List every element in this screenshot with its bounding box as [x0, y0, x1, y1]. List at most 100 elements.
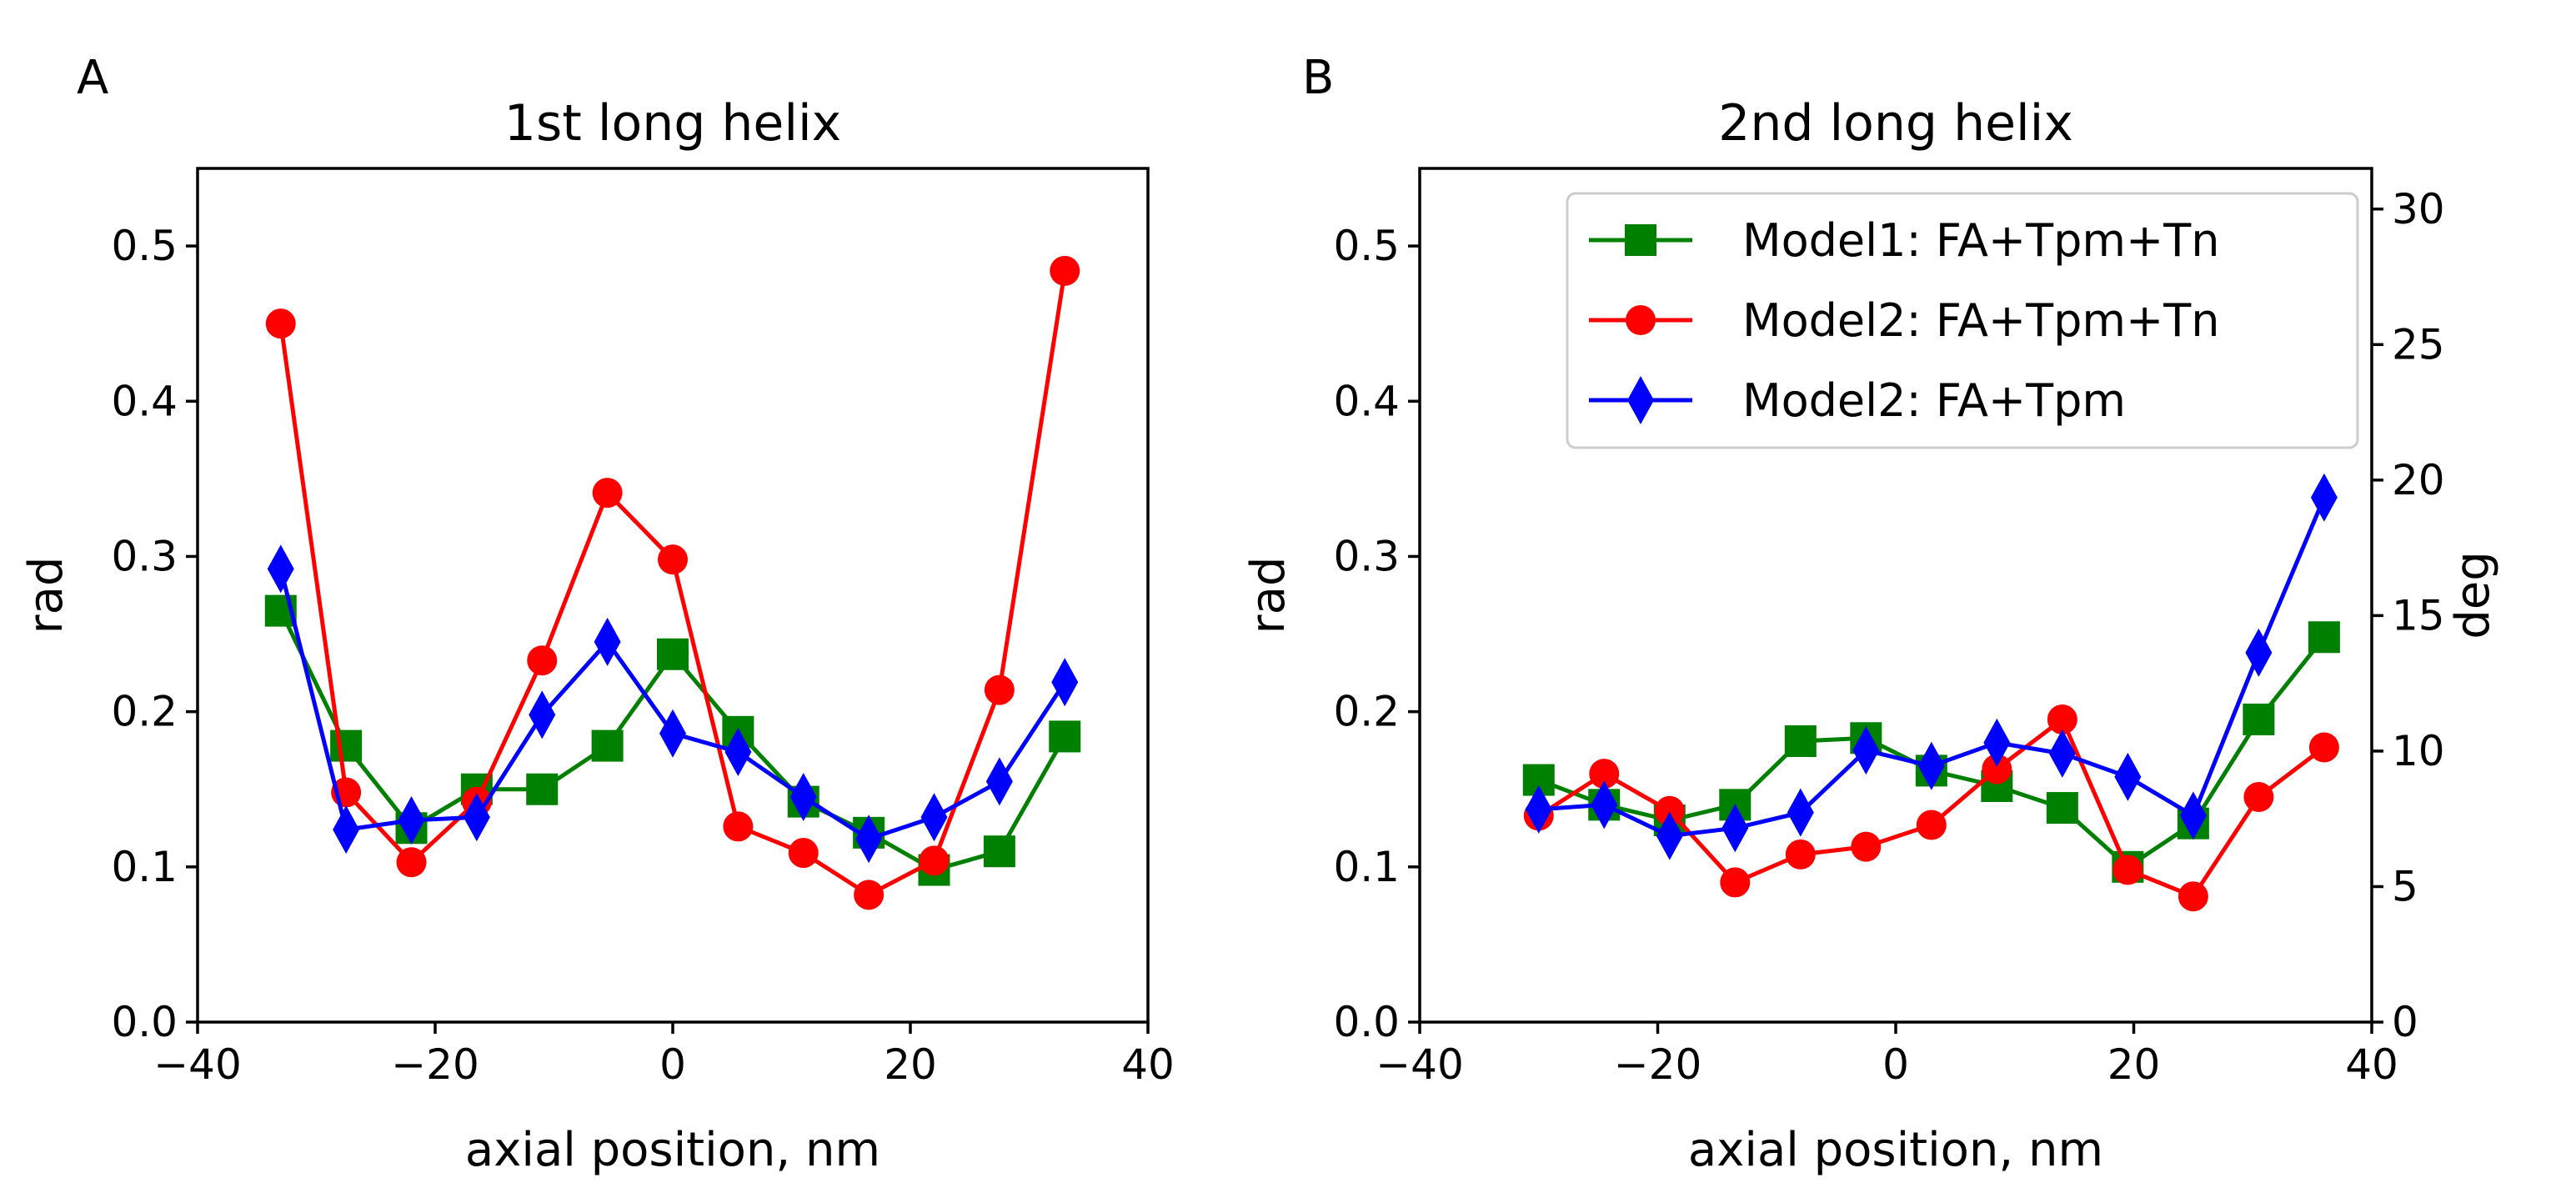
data-point: [1591, 780, 1618, 830]
data-point: [2243, 782, 2274, 813]
data-point: [2179, 791, 2207, 840]
x-axis-label: axial position, nm: [1688, 1123, 2103, 1177]
chart-title: 2nd long helix: [1718, 94, 2073, 153]
data-point: [396, 847, 427, 878]
y-tick-label: 0.5: [1333, 222, 1400, 270]
x-tick-label: −20: [391, 1040, 479, 1089]
series-line: [278, 568, 1067, 841]
panel-label: B: [1302, 51, 1334, 105]
panel-a: −40 −20 0 20 40 0.0 0.1 0.2 0.3 0.4 0.5 axial posit…: [19, 51, 1175, 1177]
data-point: [2308, 621, 2340, 654]
legend-box: [1566, 192, 2359, 449]
series-diamond: [1525, 473, 2338, 860]
x-tick-label: 40: [2345, 1040, 2398, 1089]
data-point: [723, 811, 754, 842]
legend-label: Model1: FA+Tpm+Tn: [1742, 214, 2219, 267]
data-point: [1784, 725, 1817, 758]
y-tick-label: 0.0: [1333, 998, 1400, 1046]
data-point: [2243, 703, 2275, 735]
data-point: [658, 544, 688, 575]
data-point: [265, 308, 296, 339]
data-point: [2046, 792, 2078, 825]
legend-marker: [1626, 305, 1656, 335]
data-point: [788, 838, 819, 869]
data-point: [724, 728, 752, 777]
y2-tick-label: 20: [2392, 456, 2445, 504]
y-tick-label: 0.1: [1333, 843, 1400, 891]
data-point: [2048, 729, 2076, 778]
y-tick-label: 0.1: [111, 843, 178, 891]
legend-entry: Model2: FA+Tpm+Tn: [1589, 294, 2219, 347]
data-point: [1917, 741, 1945, 790]
legend-entry: Model2: FA+Tpm: [1589, 374, 2126, 427]
series-circle: [1523, 704, 2339, 912]
x-tick-label: 40: [1121, 1040, 1175, 1089]
y-tick-label: 0.5: [111, 222, 178, 270]
data-point: [330, 729, 363, 762]
data-point: [919, 845, 950, 876]
panel-label: A: [77, 51, 108, 105]
data-point: [2308, 732, 2339, 763]
y-tick-label: 0.4: [1333, 377, 1400, 425]
x-tick-label: −40: [1376, 1040, 1464, 1089]
data-point: [594, 617, 621, 666]
data-point: [983, 835, 1015, 868]
y-tick-label: 0.3: [111, 532, 178, 580]
data-point: [333, 805, 360, 855]
panel-b: −40 −20 0 20 40 0.0 0.1 0.2 0.3 0.4 0.5 0 5 10 15 20 25 3…: [1241, 51, 2500, 1177]
data-point: [1785, 839, 1816, 870]
y2-tick-label: 0: [2392, 998, 2418, 1046]
series-diamond: [267, 544, 1079, 864]
chart-title: 1st long helix: [504, 94, 841, 153]
data-point: [527, 645, 558, 676]
y2-tick-label: 5: [2392, 862, 2418, 910]
data-point: [1916, 810, 1947, 840]
data-point: [1720, 867, 1751, 898]
x-tick-label: 20: [2107, 1040, 2161, 1089]
data-point: [1525, 784, 1552, 834]
plot-frame: [196, 167, 1150, 1024]
data-point: [2114, 752, 2142, 801]
data-point: [1589, 759, 1620, 789]
data-point: [984, 674, 1015, 705]
data-point: [591, 729, 624, 762]
legend-marker: [1625, 224, 1656, 256]
x-axis-label: axial position, nm: [465, 1123, 880, 1177]
data-point: [1722, 804, 1749, 853]
data-point: [1049, 720, 1081, 753]
data-point: [854, 880, 885, 910]
series-square: [264, 594, 1081, 886]
x-tick-label: −20: [1614, 1040, 1702, 1089]
data-point: [1852, 726, 1880, 775]
data-point: [1654, 795, 1685, 826]
y-tick-label: 0.4: [111, 377, 178, 425]
series-circle: [265, 255, 1080, 910]
x-tick-label: 0: [1882, 1040, 1909, 1089]
data-point: [2112, 855, 2143, 885]
legend: Model1: FA+Tpm+Tn Model2: FA+Tpm+Tn Model2…: [1566, 192, 2359, 449]
data-point: [1050, 255, 1080, 286]
y-tick-label: 0.3: [1333, 532, 1400, 580]
legend-label: Model2: FA+Tpm+Tn: [1742, 294, 2219, 347]
y2-tick-label: 10: [2392, 727, 2445, 775]
data-point: [657, 638, 689, 670]
y-axis-label: rad: [19, 557, 73, 634]
y2-axis-label: deg: [2446, 551, 2500, 639]
data-point: [1656, 811, 1683, 860]
data-point: [2310, 473, 2338, 522]
legend-label: Model2: FA+Tpm: [1742, 374, 2126, 427]
data-point: [1982, 754, 2012, 784]
data-point: [1051, 658, 1079, 707]
data-point: [463, 793, 490, 842]
y-tick-label: 0.0: [111, 998, 178, 1046]
data-point: [398, 795, 425, 845]
data-point: [985, 757, 1013, 806]
legend-marker: [1627, 376, 1654, 424]
y2-tick-label: 25: [2392, 320, 2445, 368]
data-point: [529, 690, 556, 739]
y-tick-label: 0.2: [1333, 688, 1400, 736]
y2-tick-label: 30: [2392, 185, 2445, 233]
data-point: [855, 815, 883, 864]
y-axis-label: rad: [1241, 557, 1296, 634]
